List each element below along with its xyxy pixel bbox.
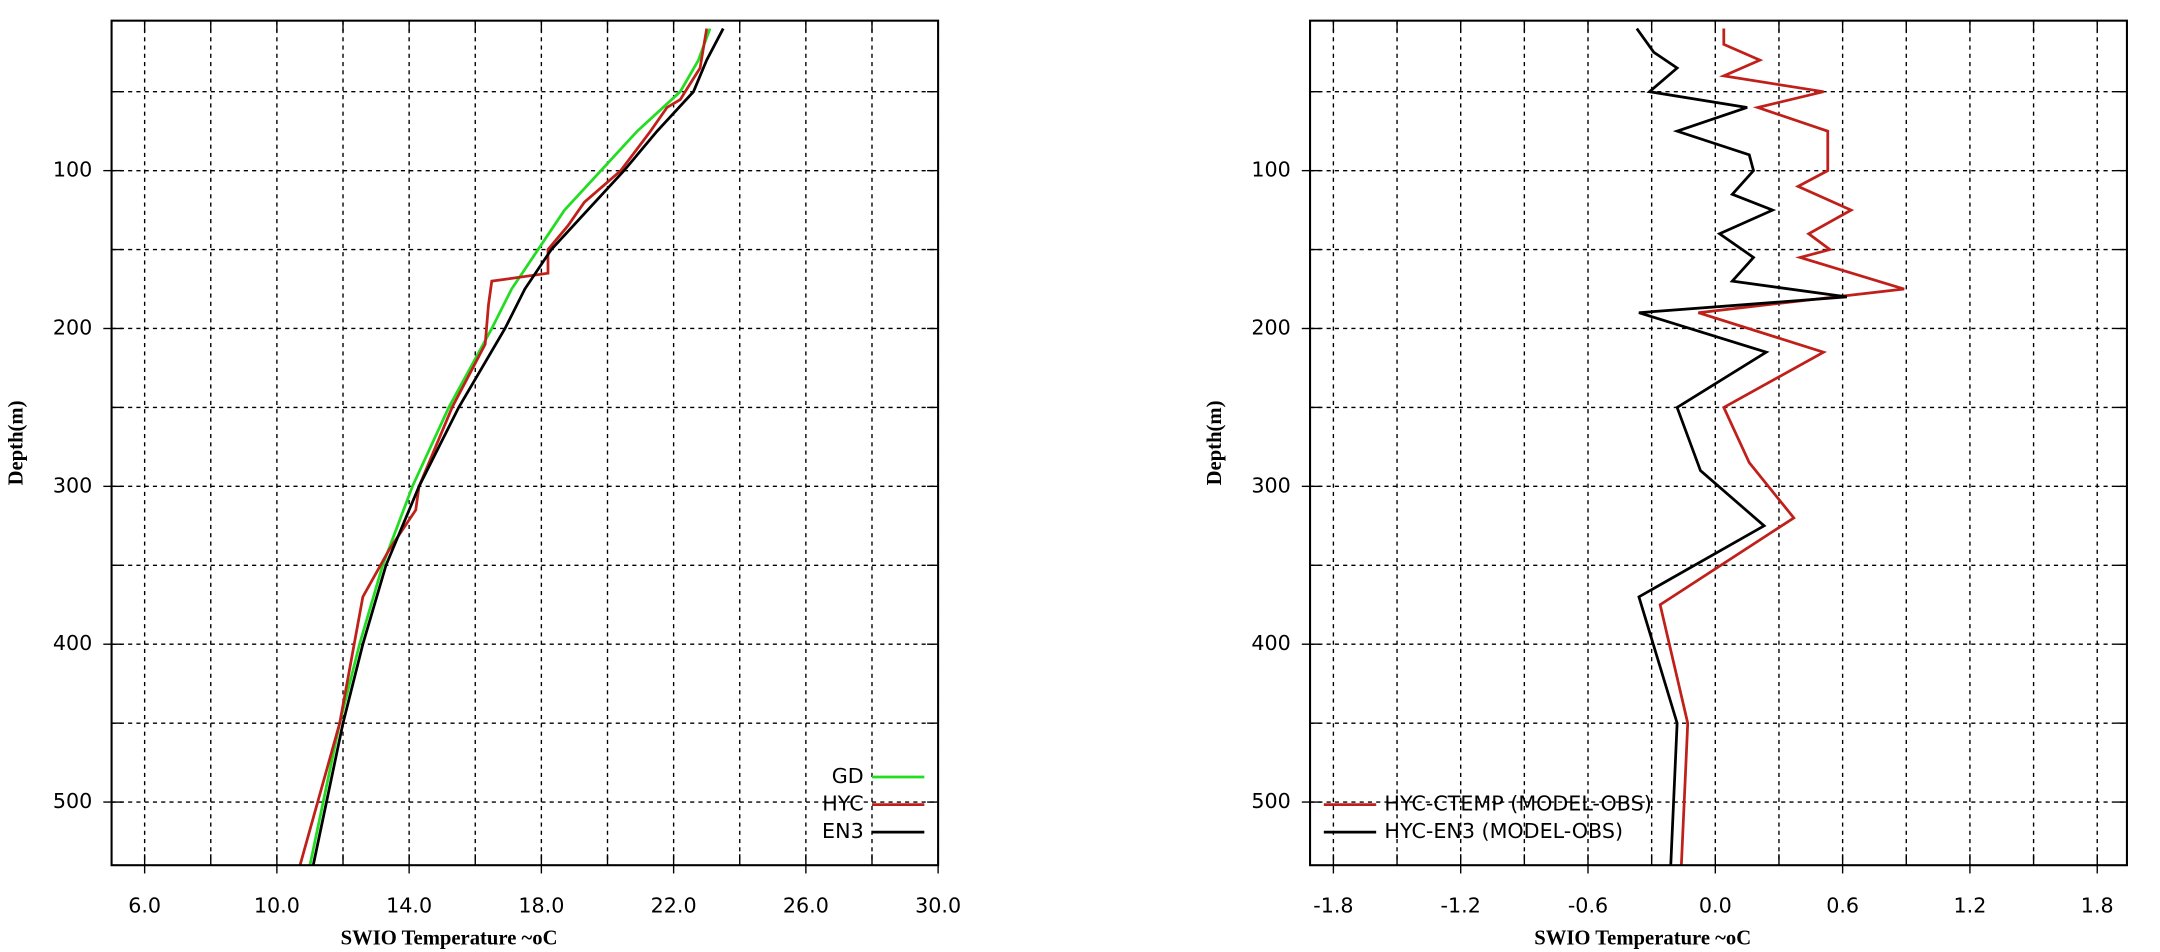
y-tick-label: 200 [53, 315, 92, 339]
x-tick-label: 1.2 [1953, 894, 1986, 918]
x-tick-label: -1.8 [1313, 894, 1353, 918]
x-tick-label: 26.0 [783, 894, 829, 918]
x-tick-label: 1.8 [2081, 894, 2114, 918]
x-axis-title: SWIO Temperature ~oC [1534, 927, 1751, 949]
x-tick-label: -1.2 [1441, 894, 1481, 918]
x-tick-label: 0.6 [1826, 894, 1859, 918]
x-tick-label: -0.6 [1568, 894, 1608, 918]
legend-label: HYC [822, 792, 863, 816]
profile-line [1635, 27, 1848, 866]
y-axis-title: Depth(m) [6, 400, 28, 485]
y-tick-label: 100 [53, 158, 92, 182]
plot-frame [1309, 19, 2128, 867]
legend-label: HYC-CTEMP (MODEL-OBS) [1384, 792, 1651, 816]
y-axis-title: Depth(m) [1204, 400, 1226, 485]
x-tick-label: 10.0 [254, 894, 300, 918]
legend-label: EN3 [822, 819, 864, 843]
y-tick-label: 300 [53, 473, 92, 497]
y-tick-label: 200 [1251, 315, 1290, 339]
x-tick-label: 0.0 [1699, 894, 1732, 918]
x-tick-label: 14.0 [386, 894, 432, 918]
x-tick-label: 22.0 [651, 894, 697, 918]
profile-line [311, 27, 725, 866]
x-tick-label: 30.0 [915, 894, 961, 918]
profile-line [298, 28, 709, 866]
profile-line [1658, 28, 1905, 866]
x-axis-title: SWIO Temperature ~oC [341, 927, 558, 949]
y-tick-label: 400 [53, 631, 92, 655]
y-tick-label: 400 [1251, 631, 1290, 655]
profile-line [308, 28, 712, 866]
y-tick-label: 500 [53, 789, 92, 813]
x-tick-label: 6.0 [128, 894, 161, 918]
plot-frame [110, 19, 940, 867]
y-tick-label: 500 [1251, 789, 1290, 813]
legend-label: GD [832, 764, 864, 788]
legend-label: HYC-EN3 (MODEL-OBS) [1384, 819, 1623, 843]
y-tick-label: 300 [1251, 473, 1290, 497]
y-tick-label: 100 [1251, 158, 1290, 182]
x-tick-label: 18.0 [518, 894, 564, 918]
